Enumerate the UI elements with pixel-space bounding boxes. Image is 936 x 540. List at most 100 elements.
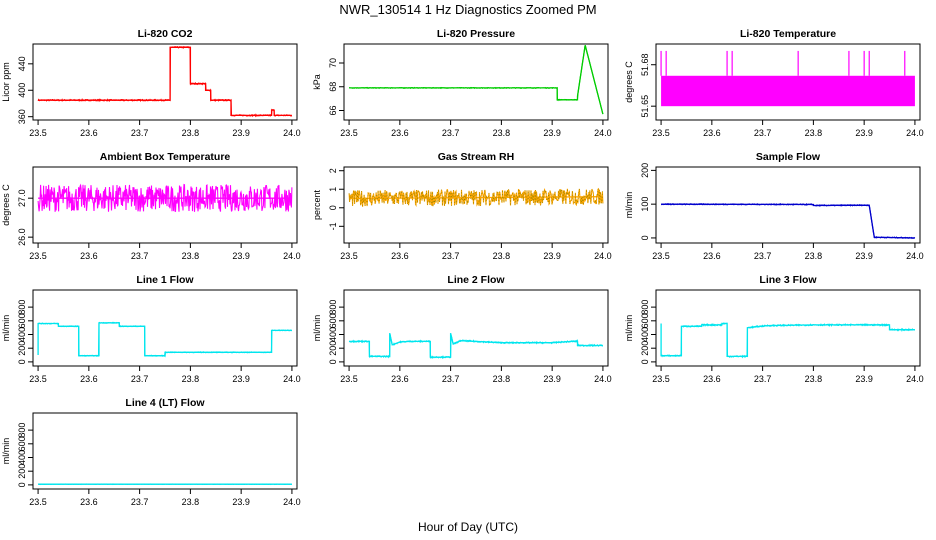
data-layer <box>37 45 293 118</box>
x-tick-label: 23.7 <box>131 251 149 261</box>
y-tick-label: 27.0 <box>17 189 27 207</box>
y-tick-label: 400 <box>17 327 27 342</box>
y-axis-label: ml/min <box>624 192 634 219</box>
panel-title: Line 4 (LT) Flow <box>125 397 205 409</box>
data-layer <box>661 202 916 240</box>
data-layer <box>348 332 603 360</box>
series-step-1 <box>349 332 603 358</box>
x-tick-label: 23.5 <box>29 497 47 507</box>
y-tick-label: 200 <box>17 464 27 479</box>
plot-frame <box>32 289 298 367</box>
panel-7: Line 1 Flow ml/min 23.5 23.6 23.7 23.8 23.9 24.… <box>1 274 301 384</box>
x-tick-label: 23.9 <box>543 374 561 384</box>
x-tick-label: 23.8 <box>182 374 200 384</box>
y-tick-label: 1 <box>328 187 338 192</box>
x-tick-label: 24.0 <box>283 251 301 261</box>
x-tick-label: 23.5 <box>340 128 358 138</box>
y-tick-label: 800 <box>17 300 27 315</box>
y-axis-label: ml/min <box>624 315 634 342</box>
y-axis-label: Licor ppm <box>1 62 11 102</box>
x-tick-label: 23.9 <box>543 128 561 138</box>
panel-title: Li-820 CO2 <box>138 28 193 40</box>
x-tick-label: 23.6 <box>703 251 721 261</box>
panel-title: Line 1 Flow <box>136 274 194 286</box>
panels-container: Li-820 CO2 Licor ppm 23.5 23.6 23.7 23.8 23.9 2… <box>1 28 924 507</box>
y-tick-label: 0 <box>328 359 338 364</box>
x-tick-label: 23.5 <box>652 374 670 384</box>
x-tick-label: 23.9 <box>232 128 250 138</box>
y-axis-label: kPa <box>312 74 322 90</box>
y-tick-label: 26.0 <box>17 228 27 246</box>
x-tick-label: 23.5 <box>29 251 47 261</box>
y-tick-label: 200 <box>328 341 338 356</box>
y-axis-label: percent <box>312 189 322 220</box>
x-tick-label: 23.8 <box>182 497 200 507</box>
x-tick-label: 23.8 <box>493 374 511 384</box>
x-tick-label: 23.9 <box>232 497 250 507</box>
x-tick-label: 23.6 <box>703 374 721 384</box>
y-tick-label: 0 <box>17 359 27 364</box>
plot-frame <box>655 43 921 121</box>
plot-frame <box>343 166 609 244</box>
y-tick-label: 600 <box>17 436 27 451</box>
series-line-1 <box>37 45 293 118</box>
x-tick-label: 24.0 <box>283 497 301 507</box>
y-axis-label: ml/min <box>312 315 322 342</box>
x-tick-label: 23.6 <box>80 497 98 507</box>
series-step-1 <box>661 203 915 239</box>
x-tick-label: 23.7 <box>754 128 772 138</box>
x-tick-label: 23.9 <box>855 251 873 261</box>
x-tick-label: 23.5 <box>29 374 47 384</box>
plot-frame <box>655 166 921 244</box>
y-tick-label: 360 <box>17 109 27 124</box>
y-tick-label: 800 <box>17 423 27 438</box>
x-tick-label: 23.8 <box>805 251 823 261</box>
x-tick-label: 23.8 <box>493 251 511 261</box>
series-step-1 <box>349 45 604 115</box>
x-tick-label: 24.0 <box>594 128 612 138</box>
y-tick-label: 400 <box>640 327 650 342</box>
y-tick-label: 0 <box>640 235 650 240</box>
y-tick-label: 600 <box>640 313 650 328</box>
data-layer <box>37 183 293 212</box>
y-tick-label: 200 <box>640 163 650 178</box>
x-tick-label: 24.0 <box>594 251 612 261</box>
x-tick-label: 23.6 <box>391 251 409 261</box>
plot-frame <box>343 289 609 367</box>
y-tick-label: 51.68 <box>640 53 650 76</box>
x-tick-label: 23.7 <box>442 128 460 138</box>
series-overlay <box>348 188 604 207</box>
panel-title: Line 2 Flow <box>447 274 505 286</box>
x-tick-label: 23.9 <box>232 251 250 261</box>
panel-8: Line 2 Flow ml/min 23.5 23.6 23.7 23.8 23.9 24.… <box>312 274 612 384</box>
y-tick-label: 800 <box>640 300 650 315</box>
series-line-1 <box>37 321 293 358</box>
x-tick-label: 23.6 <box>703 128 721 138</box>
series-line-1 <box>348 334 603 360</box>
x-tick-label: 23.7 <box>131 497 149 507</box>
y-tick-label: 0 <box>640 359 650 364</box>
y-tick-label: 200 <box>17 341 27 356</box>
panel-title: Li-820 Temperature <box>740 28 836 40</box>
x-tick-label: 23.5 <box>340 251 358 261</box>
y-tick-label: 400 <box>17 450 27 465</box>
y-tick-label: 68 <box>328 82 338 92</box>
panel-5: Gas Stream RH percent 23.5 23.6 23.7 23.8 23.9… <box>312 151 612 261</box>
series-line-1 <box>661 202 916 240</box>
panel-1: Li-820 CO2 Licor ppm 23.5 23.6 23.7 23.8 23.9 2… <box>1 28 301 138</box>
x-tick-label: 23.9 <box>543 251 561 261</box>
plot-frame <box>32 166 298 244</box>
panel-title: Ambient Box Temperature <box>100 151 231 163</box>
x-tick-label: 23.8 <box>805 374 823 384</box>
x-tick-label: 24.0 <box>283 128 301 138</box>
x-tick-label: 23.5 <box>652 128 670 138</box>
panel-3: Li-820 Temperature degrees C 23.5 23.6 23.7 2… <box>624 28 924 138</box>
series-step-1 <box>38 46 292 117</box>
y-tick-label: -1 <box>328 222 338 230</box>
x-tick-label: 23.8 <box>805 128 823 138</box>
y-tick-label: 440 <box>17 56 27 71</box>
panel-9: Line 3 Flow ml/min 23.5 23.6 23.7 23.8 23.9 24.… <box>624 274 924 384</box>
series-step-1 <box>37 322 292 357</box>
x-tick-label: 23.6 <box>80 251 98 261</box>
